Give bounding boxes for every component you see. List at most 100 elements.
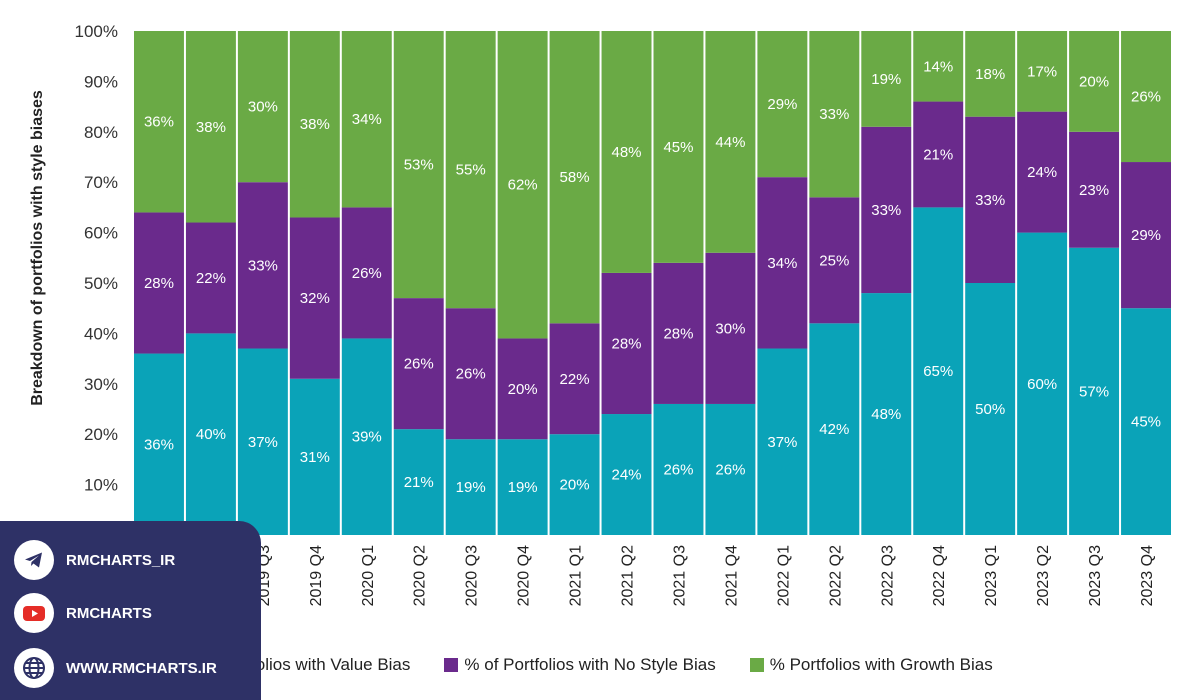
y-tick-label: 20% bbox=[84, 425, 118, 444]
bar-segment bbox=[393, 298, 444, 430]
bar-segment bbox=[185, 31, 236, 223]
y-tick-label: 90% bbox=[84, 72, 118, 91]
bar-segment bbox=[965, 116, 1016, 284]
data-label: 37% bbox=[248, 434, 278, 451]
bar-segment bbox=[1069, 31, 1120, 132]
data-label: 48% bbox=[871, 406, 901, 423]
data-label: 37% bbox=[767, 434, 797, 451]
bar-segment bbox=[237, 348, 288, 535]
y-tick-label: 10% bbox=[84, 476, 118, 495]
bar-segment bbox=[497, 31, 548, 339]
bar-segment bbox=[497, 338, 548, 440]
bar-segment bbox=[237, 182, 288, 349]
bar-segment bbox=[445, 308, 496, 440]
data-label: 45% bbox=[663, 139, 693, 156]
y-tick-label: 80% bbox=[84, 123, 118, 142]
bar-segment bbox=[497, 439, 548, 535]
data-label: 60% bbox=[1027, 376, 1057, 393]
x-tick-label: 2019 Q4 bbox=[308, 545, 325, 606]
x-tick-label: 2023 Q4 bbox=[1139, 545, 1156, 606]
y-tick-label: 70% bbox=[84, 173, 118, 192]
data-label: 24% bbox=[1027, 164, 1057, 181]
bar-segment bbox=[445, 31, 496, 309]
data-label: 26% bbox=[715, 461, 745, 478]
data-label: 38% bbox=[196, 119, 226, 136]
watermark-youtube-text: RMCHARTS bbox=[66, 604, 152, 622]
x-tick-label: 2023 Q1 bbox=[983, 545, 1000, 606]
data-label: 25% bbox=[819, 252, 849, 269]
bar-segment bbox=[549, 323, 600, 435]
x-tick-label: 2021 Q3 bbox=[671, 545, 688, 606]
globe-icon bbox=[14, 648, 54, 688]
bar-segment bbox=[913, 207, 964, 535]
y-axis-title: Breakdown of portfolios with style biase… bbox=[29, 90, 46, 406]
bar-segment bbox=[1017, 31, 1068, 112]
watermark-website: WWW.RMCHARTS.IR bbox=[14, 648, 217, 688]
x-tick-label: 2023 Q2 bbox=[1035, 545, 1052, 606]
bar-segment bbox=[965, 31, 1016, 117]
bar-segment bbox=[134, 31, 184, 213]
bar-segment bbox=[1069, 131, 1120, 248]
legend-label-no-style: % of Portfolios with No Style Bias bbox=[464, 655, 716, 674]
bar-segment bbox=[341, 207, 392, 339]
bar-segment bbox=[1069, 247, 1120, 535]
data-label: 33% bbox=[248, 257, 278, 274]
bar-segment bbox=[134, 353, 184, 535]
data-label: 19% bbox=[456, 479, 486, 496]
bar-segment bbox=[289, 217, 340, 379]
y-tick-label: 30% bbox=[84, 375, 118, 394]
x-tick-label: 2023 Q3 bbox=[1087, 545, 1104, 606]
y-tick-label: 60% bbox=[84, 224, 118, 243]
legend-swatch-no-style bbox=[444, 658, 459, 672]
bar-segment bbox=[1121, 162, 1171, 309]
x-tick-label: 2022 Q4 bbox=[931, 545, 948, 606]
bar-segment bbox=[913, 31, 964, 102]
bar-segment bbox=[861, 126, 912, 294]
data-label: 24% bbox=[612, 467, 642, 484]
data-label: 40% bbox=[196, 426, 226, 443]
bar-segment bbox=[1121, 31, 1171, 163]
bar-segment bbox=[601, 272, 652, 415]
bar-segment bbox=[757, 348, 808, 535]
x-tick-label: 2022 Q3 bbox=[879, 545, 896, 606]
x-tick-label: 2020 Q4 bbox=[516, 545, 533, 606]
bar-segment bbox=[705, 403, 756, 535]
x-tick-label: 2021 Q1 bbox=[568, 545, 585, 606]
data-label: 33% bbox=[819, 106, 849, 123]
bar-segment bbox=[134, 212, 184, 354]
bar-segment bbox=[757, 31, 808, 178]
youtube-icon bbox=[14, 593, 54, 633]
bar-segment bbox=[913, 101, 964, 208]
watermark-telegram: RMCHARTS_IR bbox=[14, 540, 175, 580]
data-label: 55% bbox=[456, 162, 486, 179]
bar-segment bbox=[445, 439, 496, 535]
bar-segment bbox=[1017, 232, 1068, 535]
bar-segment bbox=[549, 434, 600, 535]
data-label: 45% bbox=[1131, 414, 1161, 431]
data-label: 26% bbox=[352, 265, 382, 282]
bar-segment bbox=[237, 31, 288, 183]
watermark-youtube: RMCHARTS bbox=[14, 593, 152, 633]
x-tick-label: 2021 Q2 bbox=[620, 545, 637, 606]
bar-segment bbox=[705, 31, 756, 253]
bar-segment bbox=[393, 429, 444, 535]
bars: 36% 28% 36% 40% 22% 38% 37% 33% 30% 31% 32% 38% 39% 2… bbox=[134, 31, 1171, 535]
watermark-panel: RMCHARTS_IR RMCHARTS WWW.RMCHARTS.IR bbox=[0, 521, 261, 700]
data-label: 20% bbox=[508, 381, 538, 398]
y-axis: 0%10%20%30%40%50%60%70%80%90%100% bbox=[75, 22, 118, 545]
watermark-telegram-text: RMCHARTS_IR bbox=[66, 551, 176, 569]
bar-segment bbox=[653, 262, 704, 404]
bar-segment bbox=[341, 31, 392, 208]
data-label: 44% bbox=[715, 134, 745, 151]
data-label: 36% bbox=[144, 114, 174, 131]
data-label: 21% bbox=[923, 146, 953, 163]
data-label: 22% bbox=[196, 270, 226, 287]
bar-segment bbox=[757, 177, 808, 349]
data-label: 42% bbox=[819, 421, 849, 438]
bar-segment bbox=[341, 338, 392, 535]
legend-label-growth: % Portfolios with Growth Bias bbox=[769, 655, 993, 674]
data-label: 50% bbox=[975, 401, 1005, 418]
data-label: 20% bbox=[560, 477, 590, 494]
bar-segment bbox=[1121, 308, 1171, 535]
